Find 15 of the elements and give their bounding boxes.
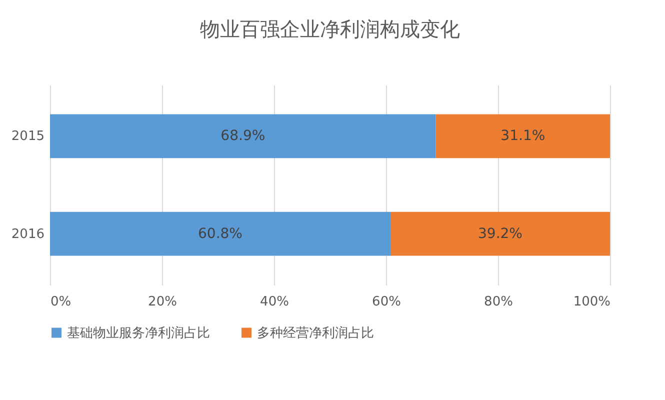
- data-label: 31.1%: [500, 128, 546, 144]
- legend-label: 基础物业服务净利润占比: [67, 326, 210, 341]
- x-tick-label: 40%: [260, 294, 289, 310]
- x-tick-label: 60%: [372, 294, 401, 310]
- y-tick-label: 2015: [11, 129, 44, 144]
- data-label: 68.9%: [220, 128, 266, 144]
- chart-title: 物业百强企业净利润构成变化: [200, 17, 460, 41]
- x-tick-label: 100%: [573, 294, 610, 310]
- data-label: 60.8%: [198, 226, 242, 242]
- y-tick-label: 2016: [11, 226, 44, 242]
- legend-label: 多种经营净利润占比: [257, 326, 374, 341]
- x-tick-label: 80%: [484, 294, 513, 310]
- data-label: 39.2%: [478, 226, 522, 242]
- x-tick-label: 0%: [50, 294, 72, 310]
- x-tick-label: 20%: [148, 294, 177, 310]
